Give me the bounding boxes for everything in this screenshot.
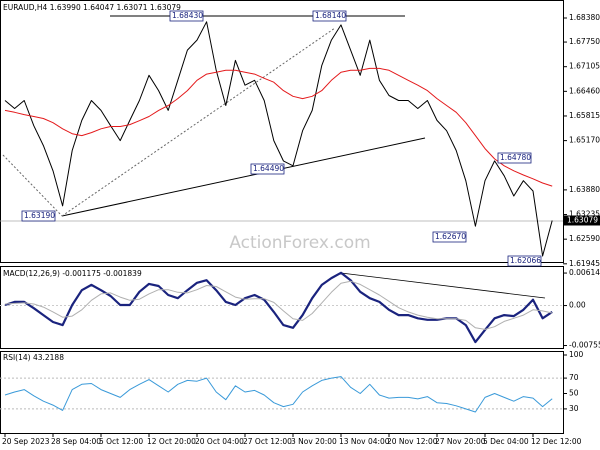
x-tick-label: 27 Nov 20:00 xyxy=(435,437,486,446)
y-tick-label: 1.63880 xyxy=(569,185,600,194)
annotation-box xyxy=(169,10,204,22)
annotation: 1.62670 xyxy=(435,232,466,241)
y-tick-label: 1.65170 xyxy=(569,136,600,145)
x-tick-label: 27 Oct 12:00 xyxy=(243,437,292,446)
annotation: 1.68430 xyxy=(172,11,203,20)
divergence-line xyxy=(340,272,546,299)
x-tick-label: 5 Oct 12:00 xyxy=(99,437,143,446)
series-line xyxy=(4,21,553,257)
price-panel-frame xyxy=(0,0,564,263)
y-tick-label: 1.62590 xyxy=(569,234,600,243)
annotation-box xyxy=(250,163,285,175)
annotation: 1.63190 xyxy=(24,211,55,220)
macd-panel-frame xyxy=(0,266,564,349)
last-price-box xyxy=(564,215,600,226)
annotation: 1.64780 xyxy=(500,153,531,162)
channel-line xyxy=(61,27,336,217)
annotation-box xyxy=(312,10,347,22)
y-tick-label: 100 xyxy=(569,350,584,359)
annotation-box xyxy=(507,255,542,267)
x-tick-label: 28 Sep 04:00 xyxy=(51,437,101,446)
y-tick-label: 70 xyxy=(569,373,579,382)
y-tick-label: 1.66460 xyxy=(569,86,600,95)
series-line xyxy=(4,67,553,187)
macd-title: MACD(12,26,9) -0.001175 -0.001839 xyxy=(3,269,142,278)
y-tick-label: 30 xyxy=(569,404,579,413)
rsi-panel-frame xyxy=(0,351,564,434)
x-tick-label: 13 Nov 04:00 xyxy=(339,437,390,446)
annotation-box xyxy=(497,152,532,164)
y-tick-label: -0.007555 xyxy=(569,341,600,350)
series-line xyxy=(4,376,553,413)
x-tick-label: 3 Nov 20:00 xyxy=(291,437,337,446)
y-tick-label: 0.00 xyxy=(569,301,586,310)
x-tick-label: 20 Sep 2023 xyxy=(2,437,50,446)
series-line xyxy=(4,280,553,330)
y-tick-label: 1.67105 xyxy=(569,62,600,71)
x-tick-label: 5 Dec 04:00 xyxy=(483,437,529,446)
annotation: 1.68140 xyxy=(315,11,346,20)
annotation: 1.64490 xyxy=(253,164,284,173)
last-price-label: 1.63079 xyxy=(567,215,598,224)
annotation: 1.62066 xyxy=(510,256,541,265)
y-tick-label: 1.65815 xyxy=(569,111,600,120)
support-line xyxy=(61,137,426,217)
x-tick-label: 12 Oct 20:00 xyxy=(147,437,196,446)
y-tick-label: 1.61945 xyxy=(569,259,600,268)
annotation-box xyxy=(21,210,56,222)
y-tick-label: 0.006144 xyxy=(569,268,600,277)
watermark: ActionForex.com xyxy=(229,233,370,253)
y-tick-label: 1.63235 xyxy=(569,210,600,219)
y-tick-label: 1.67750 xyxy=(569,37,600,46)
annotation-box xyxy=(432,231,467,243)
series-line xyxy=(4,271,553,344)
x-tick-label: 12 Dec 12:00 xyxy=(531,437,582,446)
y-tick-label: 50 xyxy=(569,389,579,398)
x-tick-label: 20 Nov 12:00 xyxy=(387,437,438,446)
x-tick-label: 20 Oct 04:00 xyxy=(195,437,244,446)
rsi-title: RSI(14) 43.2188 xyxy=(3,353,64,362)
y-tick-label: 1.68380 xyxy=(569,13,600,22)
price-title: EURAUD,H4 1.63990 1.64047 1.63071 1.6307… xyxy=(3,3,181,12)
